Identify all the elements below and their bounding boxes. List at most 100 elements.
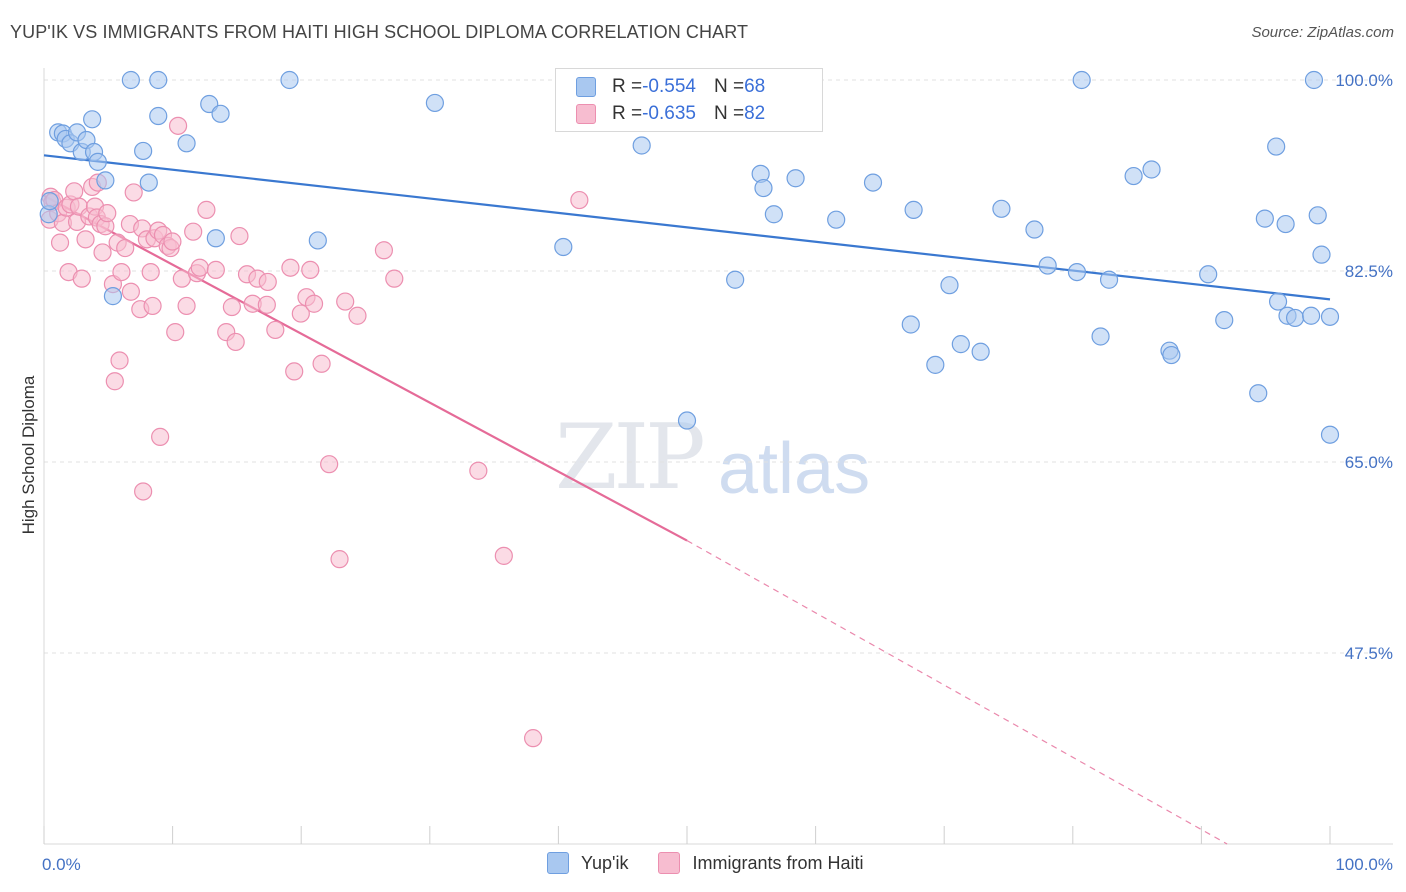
legend-n-label: N = [713,103,745,124]
point-yupik [139,173,158,192]
point-yupik [1025,220,1044,239]
point-yupik [926,355,945,374]
point-haiti [469,461,488,480]
point-yupik [1099,270,1119,289]
point-haiti [222,297,241,317]
point-haiti [50,233,70,252]
point-yupik [632,136,651,155]
point-yupik [1072,70,1091,90]
point-haiti [76,230,95,249]
point-haiti [374,241,394,260]
point-yupik [1215,311,1234,330]
point-haiti [301,260,320,280]
point-yupik [206,229,225,248]
point-haiti [124,183,143,202]
point-yupik [1255,209,1274,228]
point-haiti [266,320,285,340]
series-swatch-haiti [658,852,681,874]
y-tick-label: 47.5% [1345,644,1393,663]
point-haiti [281,258,300,277]
source-credit: Source: ZipAtlas.com [1251,24,1394,41]
point-yupik [786,169,805,188]
point-yupik [1285,308,1305,328]
legend-r-label: R = [612,103,643,124]
gridlines [44,79,1393,654]
point-yupik [677,411,697,430]
legend-n-value: 68 [744,76,766,97]
point-yupik [103,287,123,306]
point-haiti [184,222,203,241]
point-haiti [134,482,153,501]
legend-r-value: -0.635 [642,103,696,124]
trend-line-haiti [43,194,688,542]
point-haiti [320,455,339,474]
point-yupik [1268,292,1288,311]
point-yupik [121,70,140,90]
legend-n-label: N = [713,76,745,97]
point-yupik [88,152,107,171]
point-yupik [1091,327,1110,346]
series-label-yupik: Yup'ik [581,852,629,873]
point-yupik [1162,345,1181,365]
point-yupik [1249,384,1268,403]
point-yupik [992,199,1011,218]
legend-n-value: 82 [744,103,766,124]
point-yupik [1067,262,1087,282]
point-haiti [285,362,304,381]
point-yupik [425,93,444,113]
y-axis-title: High School Diploma [19,375,38,534]
point-haiti [523,729,543,748]
point-yupik [96,171,115,190]
point-yupik [904,200,923,219]
legend-swatch-haiti [576,104,596,124]
point-yupik [940,276,959,295]
point-haiti [112,262,131,282]
point-yupik [40,192,59,211]
point-yupik [554,237,573,257]
correlation-legend: R = -0.554 N = 68 R = -0.635 N = 82 [555,68,823,132]
point-haiti [230,226,249,246]
series-swatch-yupik [547,852,569,874]
point-yupik [134,141,153,161]
point-haiti [105,372,124,391]
point-haiti [304,294,324,313]
series-legend-haiti[interactable]: Immigrants from Haiti [658,852,864,874]
point-yupik [211,104,230,123]
point-yupik [1320,425,1340,444]
point-yupik [827,210,846,229]
chart-title: YUP'IK VS IMMIGRANTS FROM HAITI HIGH SCH… [10,22,749,42]
point-haiti [172,269,191,288]
point-yupik [764,205,783,224]
point-haiti [312,354,331,373]
tick-labels: 47.5% 65.0% 82.5% 100.0% 0.0% 100.0% High Scho… [19,71,1393,874]
point-yupik [951,335,970,354]
point-haiti [93,243,112,262]
point-yupik [1199,265,1218,284]
x-tick-label: 100.0% [1335,855,1393,874]
point-yupik [1267,137,1286,156]
point-haiti [143,296,162,316]
axes [43,68,1393,845]
point-haiti [291,304,310,323]
point-yupik [308,231,327,250]
point-haiti [385,269,404,288]
point-yupik [863,173,883,192]
trend-line-haiti-extension [686,540,1228,845]
point-yupik [1304,70,1324,90]
point-yupik [1142,160,1161,179]
point-haiti [570,190,589,210]
point-yupik [726,270,745,289]
point-haiti [177,296,196,316]
point-haiti [163,232,182,251]
point-haiti [206,260,225,280]
point-yupik [1276,214,1295,234]
point-haiti [257,295,276,314]
series-legend-yupik[interactable]: Yup'ik [547,852,628,874]
point-haiti [121,282,140,301]
point-haiti [141,262,160,282]
point-haiti [116,238,135,258]
point-yupik [1038,256,1057,275]
y-tick-label: 65.0% [1345,453,1393,472]
point-yupik [754,178,773,198]
